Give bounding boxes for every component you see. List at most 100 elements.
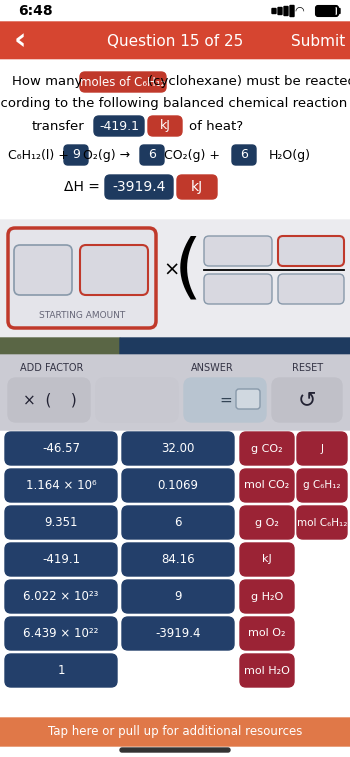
Text: g CO₂: g CO₂ [251,444,283,453]
FancyBboxPatch shape [5,506,117,539]
Text: -46.57: -46.57 [42,442,80,455]
Text: 1: 1 [57,664,65,677]
FancyBboxPatch shape [8,378,90,422]
Text: ×: × [164,260,180,279]
Text: kJ: kJ [160,120,170,132]
FancyBboxPatch shape [316,6,338,16]
Text: =: = [220,392,232,407]
FancyBboxPatch shape [96,378,178,422]
FancyBboxPatch shape [240,580,294,613]
FancyBboxPatch shape [0,718,350,746]
FancyBboxPatch shape [240,543,294,576]
Text: 84.16: 84.16 [161,553,195,566]
Text: mol C₆H₁₂: mol C₆H₁₂ [297,518,347,528]
Text: ‹: ‹ [14,26,26,55]
Text: ◠: ◠ [294,6,304,16]
Text: g H₂O: g H₂O [251,591,283,602]
Text: 6:48: 6:48 [18,4,52,18]
FancyBboxPatch shape [5,617,117,650]
Text: kJ: kJ [191,180,203,194]
Text: g C₆H₁₂: g C₆H₁₂ [303,481,341,491]
FancyBboxPatch shape [338,8,340,14]
Text: STARTING AMOUNT: STARTING AMOUNT [39,311,125,320]
Text: ADD FACTOR: ADD FACTOR [20,363,84,373]
Text: Question 15 of 25: Question 15 of 25 [107,33,243,48]
FancyBboxPatch shape [5,432,117,465]
FancyBboxPatch shape [80,245,148,295]
FancyBboxPatch shape [204,236,272,266]
FancyBboxPatch shape [5,543,117,576]
FancyBboxPatch shape [0,355,350,430]
Text: 6.439 × 10²²: 6.439 × 10²² [23,627,99,640]
Text: -3919.4: -3919.4 [112,180,166,194]
FancyBboxPatch shape [236,389,260,409]
FancyBboxPatch shape [278,8,282,14]
FancyBboxPatch shape [14,245,72,295]
FancyBboxPatch shape [5,469,117,502]
FancyBboxPatch shape [284,7,288,15]
FancyBboxPatch shape [278,236,344,266]
FancyBboxPatch shape [122,580,234,613]
FancyBboxPatch shape [0,22,350,60]
FancyBboxPatch shape [0,338,120,356]
Text: kJ: kJ [262,554,272,565]
FancyBboxPatch shape [232,145,256,165]
FancyBboxPatch shape [105,175,173,199]
Text: according to the following balanced chemical reaction to: according to the following balanced chem… [0,98,350,111]
FancyBboxPatch shape [120,748,230,752]
FancyBboxPatch shape [122,469,234,502]
Text: -419.1: -419.1 [99,120,139,132]
Text: 0.1069: 0.1069 [158,479,198,492]
FancyBboxPatch shape [297,506,347,539]
Text: mol H₂O: mol H₂O [244,665,290,675]
FancyBboxPatch shape [184,378,266,422]
FancyBboxPatch shape [0,0,350,22]
FancyBboxPatch shape [122,543,234,576]
FancyBboxPatch shape [177,175,217,199]
Text: 6: 6 [174,516,182,529]
FancyBboxPatch shape [204,274,272,304]
FancyBboxPatch shape [148,116,182,136]
Text: CO₂(g) +: CO₂(g) + [164,148,220,161]
Text: 6.022 × 10²³: 6.022 × 10²³ [23,590,99,603]
FancyBboxPatch shape [0,220,350,338]
FancyBboxPatch shape [297,432,347,465]
Text: (cyclohexane) must be reacted: (cyclohexane) must be reacted [148,76,350,89]
FancyBboxPatch shape [8,228,156,328]
FancyBboxPatch shape [317,7,335,15]
FancyBboxPatch shape [272,8,276,14]
FancyBboxPatch shape [240,617,294,650]
FancyBboxPatch shape [80,72,166,92]
Text: H₂O(g): H₂O(g) [269,148,311,161]
Text: (: ( [174,235,202,304]
FancyBboxPatch shape [122,432,234,465]
Text: 6: 6 [240,148,248,161]
Text: -3919.4: -3919.4 [155,627,201,640]
FancyBboxPatch shape [240,432,294,465]
Text: ΔH =: ΔH = [64,180,100,194]
FancyBboxPatch shape [120,338,350,356]
Text: 1.164 × 10⁶: 1.164 × 10⁶ [26,479,96,492]
Text: 6: 6 [148,148,156,161]
Text: g O₂: g O₂ [255,518,279,528]
Text: Submit: Submit [291,33,345,48]
Text: Tap here or pull up for additional resources: Tap here or pull up for additional resou… [48,725,302,739]
FancyBboxPatch shape [94,116,144,136]
FancyBboxPatch shape [5,654,117,687]
Text: ×  (    ): × ( ) [23,392,77,407]
FancyBboxPatch shape [64,145,88,165]
FancyBboxPatch shape [122,617,234,650]
FancyBboxPatch shape [240,506,294,539]
Text: O₂(g) →: O₂(g) → [83,148,131,161]
Text: 9.351: 9.351 [44,516,78,529]
FancyBboxPatch shape [290,5,294,17]
Text: 32.00: 32.00 [161,442,195,455]
FancyBboxPatch shape [278,274,344,304]
Text: 9: 9 [174,590,182,603]
FancyBboxPatch shape [122,506,234,539]
FancyBboxPatch shape [272,378,342,422]
Text: -419.1: -419.1 [42,553,80,566]
FancyBboxPatch shape [240,469,294,502]
FancyBboxPatch shape [297,469,347,502]
FancyBboxPatch shape [5,580,117,613]
